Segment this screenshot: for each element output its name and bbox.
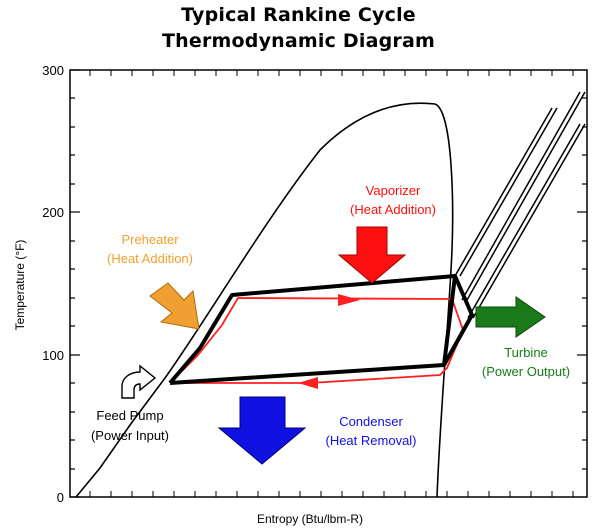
turbine-label: Turbine xyxy=(504,345,548,360)
vaporizer-label: Vaporizer xyxy=(366,183,421,198)
y-tick-label: 0 xyxy=(57,490,64,505)
condenser-label: Condenser xyxy=(339,414,403,429)
y-axis-label: Temperature (°F) xyxy=(13,240,27,331)
turbine-sublabel: (Power Output) xyxy=(482,364,570,379)
plot-frame xyxy=(69,69,588,498)
y-tick-label: 200 xyxy=(42,205,64,220)
turbine-arrow-icon xyxy=(475,296,546,338)
diagram-title-line2: Thermodynamic Diagram xyxy=(161,30,435,52)
preheater-arrow-icon xyxy=(149,282,200,330)
x-tick-marks xyxy=(89,70,574,497)
y-tick-label: 100 xyxy=(42,348,64,363)
preheater-sublabel: (Heat Addition) xyxy=(107,251,193,266)
x-axis-label: Entropy (Btu/lbm-R) xyxy=(257,512,363,526)
vaporizer-sublabel: (Heat Addition) xyxy=(350,202,436,217)
vaporizer-arrow-icon xyxy=(337,226,407,284)
superheat-lines xyxy=(454,91,586,319)
red-arrow-right-icon xyxy=(338,294,360,306)
diagram-title-line1: Typical Rankine Cycle xyxy=(181,4,416,26)
condenser-arrow-icon xyxy=(217,396,307,465)
red-arrow-left-icon xyxy=(298,377,318,389)
feed-pump-arrow-icon xyxy=(121,364,157,399)
feed-pump-label: Feed Pump xyxy=(96,408,163,423)
feed-pump-sublabel: (Power Input) xyxy=(91,428,169,443)
condenser-sublabel: (Heat Removal) xyxy=(325,433,416,448)
black-cycle-path xyxy=(168,274,474,385)
preheater-label: Preheater xyxy=(121,232,179,247)
red-cycle-path xyxy=(169,297,464,384)
y-tick-label: 300 xyxy=(42,63,64,78)
